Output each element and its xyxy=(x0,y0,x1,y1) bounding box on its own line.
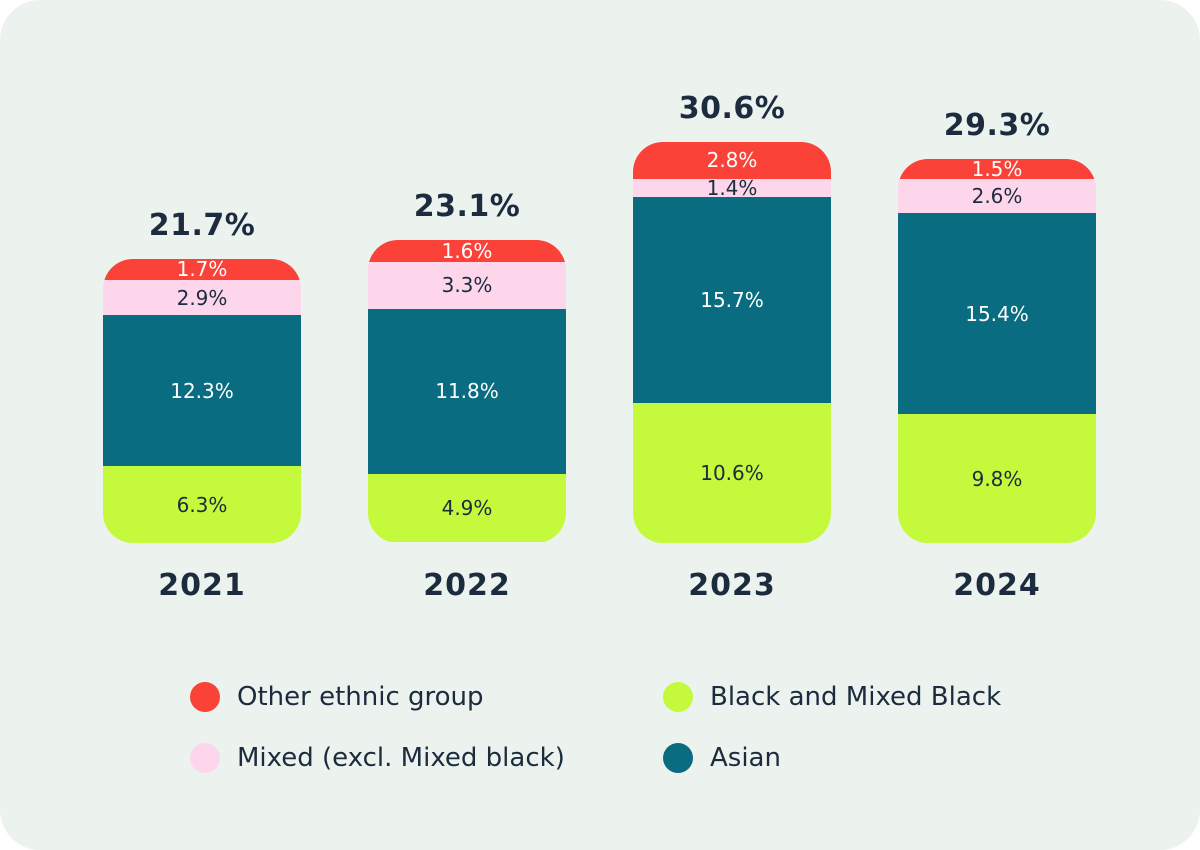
legend-item-other-ethnic-group: Other ethnic group xyxy=(190,680,663,714)
stacked-bar: 1.6% 3.3% 11.8% 4.9% xyxy=(368,240,566,543)
bar-segment-black-and-mixed-black: 10.6% xyxy=(633,403,831,543)
legend-dot-icon xyxy=(663,682,693,712)
bars-row: 21.7% 1.7% 2.9% 12.3% 6.3% 2021 23.1% 1.6% 3.3% 1… xyxy=(103,0,1096,604)
legend-dot-icon xyxy=(190,743,220,773)
bar-segment-mixed-excl-mixed-black: 1.4% xyxy=(633,178,831,198)
legend-item-black-and-mixed-black: Black and Mixed Black xyxy=(663,680,1001,714)
x-axis-label: 2023 xyxy=(688,568,776,603)
bar-group-2021: 21.7% 1.7% 2.9% 12.3% 6.3% 2021 xyxy=(103,206,301,604)
stacked-bar: 2.8% 1.4% 15.7% 10.6% xyxy=(633,142,831,543)
bar-segment-asian: 15.4% xyxy=(898,212,1096,415)
bar-segment-asian: 15.7% xyxy=(633,197,831,404)
bar-group-2022: 23.1% 1.6% 3.3% 11.8% 4.9% 2022 xyxy=(368,187,566,604)
bar-segment-black-and-mixed-black: 6.3% xyxy=(103,465,301,543)
legend-item-mixed-excl-mixed-black: Mixed (excl. Mixed black) xyxy=(190,741,663,775)
legend-label: Black and Mixed Black xyxy=(710,682,1002,712)
stacked-bar: 1.5% 2.6% 15.4% 9.8% xyxy=(898,159,1096,543)
bar-group-2024: 29.3% 1.5% 2.6% 15.4% 9.8% 2024 xyxy=(898,106,1096,604)
bar-segment-black-and-mixed-black: 9.8% xyxy=(898,414,1096,543)
legend-label: Mixed (excl. Mixed black) xyxy=(237,743,565,773)
legend-dot-icon xyxy=(190,682,220,712)
bar-segment-other-ethnic-group: 1.5% xyxy=(898,159,1096,179)
bar-segment-asian: 11.8% xyxy=(368,308,566,474)
bar-segment-other-ethnic-group: 1.6% xyxy=(368,240,566,263)
bar-total-label: 30.6% xyxy=(678,91,786,126)
legend: Other ethnic group Black and Mixed Black M… xyxy=(190,680,1001,775)
x-axis-label: 2024 xyxy=(953,568,1041,603)
bar-segment-mixed-excl-mixed-black: 2.6% xyxy=(898,178,1096,213)
bar-segment-black-and-mixed-black: 4.9% xyxy=(368,473,566,543)
bar-segment-asian: 12.3% xyxy=(103,315,301,466)
legend-label: Asian xyxy=(710,743,781,773)
bar-segment-mixed-excl-mixed-black: 3.3% xyxy=(368,262,566,309)
bar-segment-other-ethnic-group: 2.8% xyxy=(633,142,831,179)
x-axis-label: 2021 xyxy=(158,568,246,603)
bar-total-label: 21.7% xyxy=(148,208,256,243)
legend-dot-icon xyxy=(663,743,693,773)
bar-segment-mixed-excl-mixed-black: 2.9% xyxy=(103,279,301,316)
bar-total-label: 23.1% xyxy=(413,189,521,224)
bar-segment-other-ethnic-group: 1.7% xyxy=(103,259,301,280)
bar-total-label: 29.3% xyxy=(943,108,1051,143)
x-axis-label: 2022 xyxy=(423,568,511,603)
legend-item-asian: Asian xyxy=(663,741,1001,775)
legend-label: Other ethnic group xyxy=(237,682,484,712)
stacked-bar: 1.7% 2.9% 12.3% 6.3% xyxy=(103,259,301,543)
bar-group-2023: 30.6% 2.8% 1.4% 15.7% 10.6% 2023 xyxy=(633,89,831,604)
